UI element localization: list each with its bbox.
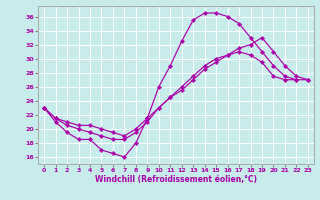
- X-axis label: Windchill (Refroidissement éolien,°C): Windchill (Refroidissement éolien,°C): [95, 175, 257, 184]
